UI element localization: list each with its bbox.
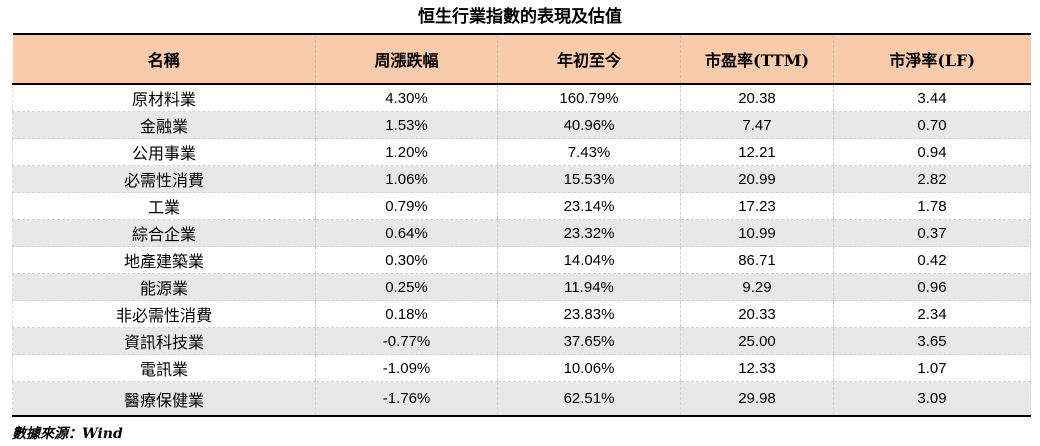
value-cell: 2.82	[833, 165, 1031, 193]
industry-name-cell: 地產建築業	[12, 246, 316, 274]
industry-name-cell: 金融業	[12, 111, 316, 139]
value-cell: 2.34	[833, 300, 1031, 328]
value-cell: 7.43%	[497, 138, 681, 166]
value-cell: 7.47	[680, 111, 834, 139]
value-cell: 12.21	[680, 138, 834, 166]
value-cell: 0.94	[833, 138, 1031, 166]
table-row: 公用事業 1.20% 7.43% 12.21 0.94	[12, 138, 1031, 166]
column-header-ytd: 年初至今	[497, 33, 681, 85]
value-cell: 15.53%	[497, 165, 681, 193]
value-cell: 29.98	[680, 381, 834, 417]
value-cell: 20.33	[680, 300, 834, 328]
table-body: 原材料業 4.30% 160.79% 20.38 3.44 金融業 1.53% 40.96% 7…	[12, 84, 1031, 417]
industry-name-cell: 綜合企業	[12, 219, 316, 247]
value-cell: 62.51%	[497, 381, 681, 417]
value-cell: 0.64%	[315, 219, 498, 247]
value-cell: 11.94%	[497, 273, 681, 301]
value-cell: 10.06%	[497, 354, 681, 382]
value-cell: 12.33	[680, 354, 834, 382]
table-row: 金融業 1.53% 40.96% 7.47 0.70	[12, 111, 1031, 139]
industry-name-cell: 電訊業	[12, 354, 316, 382]
value-cell: 1.78	[833, 192, 1031, 220]
value-cell: 1.53%	[315, 111, 498, 139]
column-header-pb-lf: 市淨率(LF)	[833, 33, 1031, 85]
value-cell: 14.04%	[497, 246, 681, 274]
table-row: 必需性消費 1.06% 15.53% 20.99 2.82	[12, 165, 1031, 193]
industry-name-cell: 原材料業	[12, 84, 316, 112]
column-header-name: 名稱	[12, 33, 316, 85]
value-cell: 37.65%	[497, 327, 681, 355]
table-header: 名稱 周漲跌幅 年初至今 市盈率(TTM) 市淨率(LF)	[12, 33, 1031, 85]
value-cell: -1.76%	[315, 381, 498, 417]
table-title: 恒生行業指數的表現及估值	[418, 7, 622, 27]
industry-name-cell: 醫療保健業	[12, 381, 316, 417]
value-cell: 23.32%	[497, 219, 681, 247]
value-cell: 23.83%	[497, 300, 681, 328]
value-cell: 3.44	[833, 84, 1031, 112]
value-cell: 3.09	[833, 381, 1031, 417]
value-cell: 9.29	[680, 273, 834, 301]
value-cell: 20.38	[680, 84, 834, 112]
value-cell: 0.37	[833, 219, 1031, 247]
table-row: 工業 0.79% 23.14% 17.23 1.78	[12, 192, 1031, 220]
value-cell: 0.42	[833, 246, 1031, 274]
table-row: 電訊業 -1.09% 10.06% 12.33 1.07	[12, 354, 1031, 382]
value-cell: 0.30%	[315, 246, 498, 274]
industry-index-table: 名稱 周漲跌幅 年初至今 市盈率(TTM) 市淨率(LF) 原材料業 4.30% 1…	[12, 33, 1031, 417]
value-cell: 1.07	[833, 354, 1031, 382]
industry-name-cell: 資訊科技業	[12, 327, 316, 355]
value-cell: 160.79%	[497, 84, 681, 112]
value-cell: 1.06%	[315, 165, 498, 193]
column-header-weekly-change: 周漲跌幅	[315, 33, 498, 85]
table-row: 醫療保健業 -1.76% 62.51% 29.98 3.09	[12, 381, 1031, 417]
value-cell: 4.30%	[315, 84, 498, 112]
value-cell: 0.70	[833, 111, 1031, 139]
table-row: 非必需性消費 0.18% 23.83% 20.33 2.34	[12, 300, 1031, 328]
value-cell: 40.96%	[497, 111, 681, 139]
industry-name-cell: 非必需性消費	[12, 300, 316, 328]
table-row: 地產建築業 0.30% 14.04% 86.71 0.42	[12, 246, 1031, 274]
header-row: 名稱 周漲跌幅 年初至今 市盈率(TTM) 市淨率(LF)	[12, 33, 1031, 85]
table-row: 原材料業 4.30% 160.79% 20.38 3.44	[12, 84, 1031, 112]
value-cell: 1.20%	[315, 138, 498, 166]
value-cell: 3.65	[833, 327, 1031, 355]
value-cell: 0.18%	[315, 300, 498, 328]
value-cell: 23.14%	[497, 192, 681, 220]
column-header-pe-ttm: 市盈率(TTM)	[680, 33, 834, 85]
table-row: 資訊科技業 -0.77% 37.65% 25.00 3.65	[12, 327, 1031, 355]
value-cell: 10.99	[680, 219, 834, 247]
value-cell: 0.79%	[315, 192, 498, 220]
value-cell: 0.96	[833, 273, 1031, 301]
table-row: 綜合企業 0.64% 23.32% 10.99 0.37	[12, 219, 1031, 247]
value-cell: 20.99	[680, 165, 834, 193]
value-cell: -0.77%	[315, 327, 498, 355]
data-source-note: 數據來源：Wind	[12, 426, 123, 442]
industry-name-cell: 工業	[12, 192, 316, 220]
value-cell: 25.00	[680, 327, 834, 355]
table-row: 能源業 0.25% 11.94% 9.29 0.96	[12, 273, 1031, 301]
value-cell: 86.71	[680, 246, 834, 274]
value-cell: 0.25%	[315, 273, 498, 301]
industry-name-cell: 公用事業	[12, 138, 316, 166]
value-cell: -1.09%	[315, 354, 498, 382]
value-cell: 17.23	[680, 192, 834, 220]
industry-name-cell: 必需性消費	[12, 165, 316, 193]
industry-name-cell: 能源業	[12, 273, 316, 301]
